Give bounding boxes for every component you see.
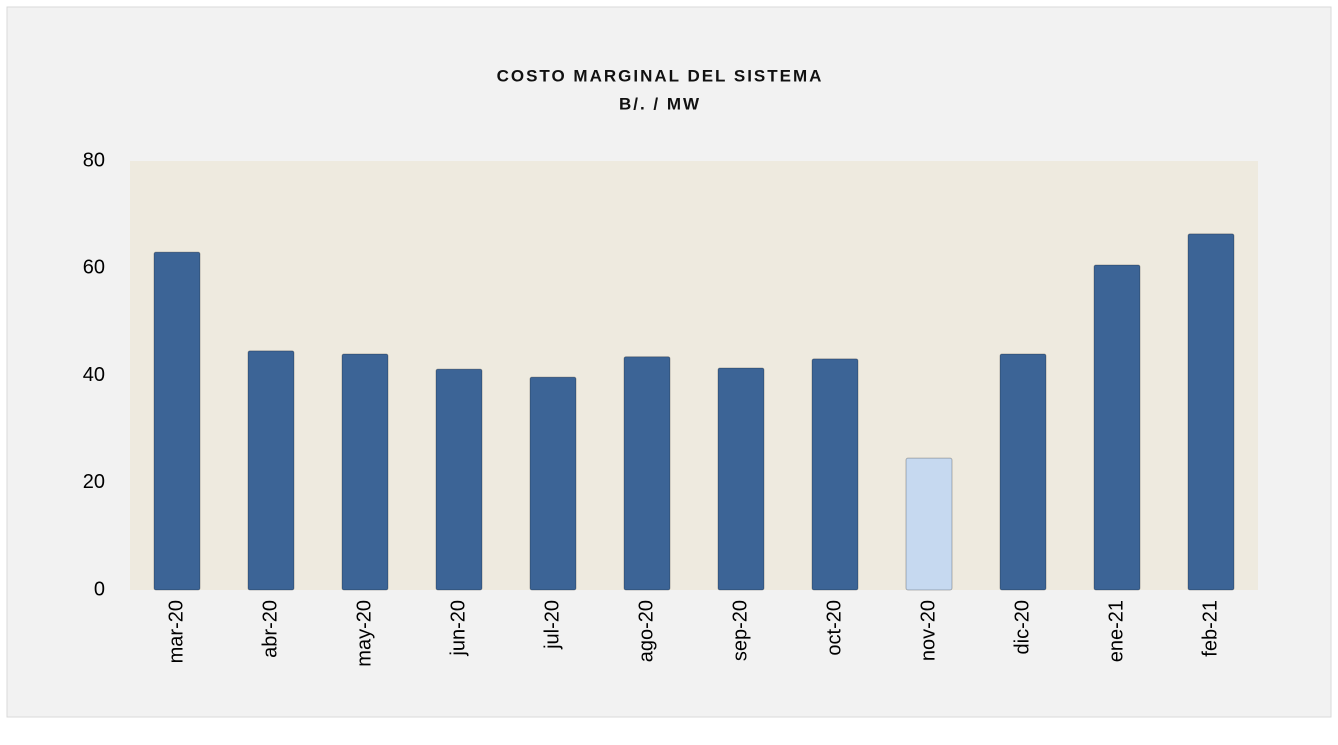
x-tick-label: nov-20: [917, 600, 939, 661]
bar: [247, 350, 295, 591]
bar: [811, 358, 859, 591]
bar: [999, 353, 1047, 591]
bar: [1187, 233, 1235, 591]
x-tick-label: oct-20: [823, 600, 845, 656]
bar: [529, 376, 577, 591]
bar: [435, 368, 483, 591]
x-tick-label: sep-20: [729, 600, 751, 661]
y-tick-label: 80: [83, 149, 105, 171]
chart-subtitle: B/. / MW: [619, 94, 701, 113]
x-tick-label: dic-20: [1011, 600, 1033, 654]
bar: [905, 457, 953, 591]
y-tick-label: 0: [94, 578, 105, 600]
x-tick-label: jul-20: [541, 600, 563, 650]
x-tick-label: abr-20: [259, 600, 281, 658]
chart-title: COSTO MARGINAL DEL SISTEMA: [497, 66, 824, 85]
plot-area: [130, 161, 1258, 590]
x-tick-label: feb-21: [1199, 600, 1221, 657]
x-tick-label: may-20: [353, 600, 375, 667]
bar: [623, 356, 671, 591]
bar: [341, 353, 389, 591]
y-tick-label: 20: [83, 471, 105, 493]
x-tick-label: mar-20: [165, 600, 187, 663]
bar: [1093, 264, 1141, 591]
y-tick-label: 40: [83, 364, 105, 386]
y-tick-label: 60: [83, 257, 105, 279]
x-tick-label: ago-20: [635, 600, 657, 662]
x-tick-label: ene-21: [1105, 600, 1127, 662]
bar: [153, 251, 201, 591]
bar: [717, 367, 765, 591]
x-tick-label: jun-20: [447, 600, 469, 657]
